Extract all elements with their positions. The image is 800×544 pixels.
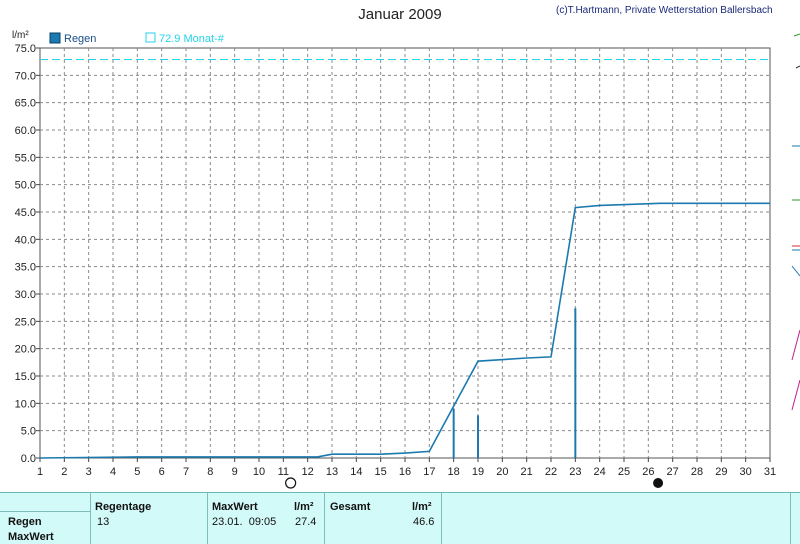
side-strip (791, 33, 800, 411)
x-tick-label: 4 (110, 466, 116, 478)
x-tick-label: 13 (326, 466, 338, 478)
x-tick-label: 12 (302, 466, 314, 478)
stats-panel: Regen MaxWert Regentage 13 MaxWert l/m² … (0, 492, 800, 544)
copyright-text: (c)T.Hartmann, Private Wetterstation Bal… (556, 5, 773, 16)
x-tick-label: 14 (350, 466, 362, 478)
x-tick-label: 31 (764, 466, 776, 478)
regentage-value: 13 (97, 516, 110, 528)
moon-markers (285, 477, 664, 489)
x-tick-label: 5 (134, 466, 140, 478)
legend-swatch-monthly (145, 32, 156, 43)
y-tick-label: 50.0 (15, 180, 36, 192)
maxwert-unit: l/m² (294, 501, 314, 513)
maxwert-header: MaxWert (212, 501, 258, 513)
full-moon-icon (285, 477, 297, 489)
x-tick-label: 6 (159, 466, 165, 478)
y-tick-label: 10.0 (15, 398, 36, 410)
y-tick-label: 35.0 (15, 262, 36, 274)
stats-row-regen: Regen (8, 516, 42, 528)
gesamt-value: 46.6 (413, 516, 435, 528)
x-tick-label: 21 (521, 466, 533, 478)
x-tick-label: 15 (375, 466, 387, 478)
y-tick-label: 20.0 (15, 344, 36, 356)
y-tick-label: 75.0 (15, 43, 36, 55)
y-axis-label: l/m² (12, 30, 29, 41)
y-tick-label: 5.0 (21, 426, 36, 438)
gesamt-unit: l/m² (412, 501, 432, 513)
x-tick-label: 29 (715, 466, 727, 478)
x-tick-label: 28 (691, 466, 703, 478)
legend-label-monthly: 72.9 Monat-# (159, 33, 225, 45)
y-tick-label: 65.0 (15, 98, 36, 110)
x-tick-label: 7 (183, 466, 189, 478)
y-tick-label: 15.0 (15, 371, 36, 383)
regentage-header: Regentage (95, 501, 152, 513)
x-tick-label: 2 (61, 466, 67, 478)
x-tick-label: 24 (594, 466, 606, 478)
x-tick-label: 25 (618, 466, 630, 478)
gesamt-header: Gesamt (330, 501, 371, 513)
x-axis-ticks: 1 2 3 4 5 6 7 8 9 10 11 12 13 14 15 16 17 18 19 20 21 22 23 24 2… (37, 458, 776, 478)
chart-title: Januar 2009 (358, 6, 442, 23)
x-tick-label: 20 (496, 466, 508, 478)
x-tick-label: 26 (642, 466, 654, 478)
x-tick-label: 19 (472, 466, 484, 478)
x-tick-label: 9 (232, 466, 238, 478)
y-tick-label: 40.0 (15, 234, 36, 246)
y-tick-label: 0.0 (21, 453, 36, 465)
x-tick-label: 16 (399, 466, 411, 478)
maxwert-value: 27.4 (295, 516, 317, 528)
legend-swatch-regen (49, 32, 61, 44)
maxwert-time: 23.01. 09:05 (212, 516, 277, 528)
y-tick-label: 70.0 (15, 70, 36, 82)
y-tick-label: 55.0 (15, 152, 36, 164)
y-tick-label: 45.0 (15, 207, 36, 219)
legend: Regen 72.9 Monat-# (49, 32, 225, 45)
y-axis-ticks: 0.0 5.0 10.0 15.0 20.0 25.0 30.0 35.0 40.0 45.0 50… (15, 43, 40, 465)
new-moon-icon (653, 478, 664, 488)
x-tick-label: 23 (569, 466, 581, 478)
x-tick-label: 27 (667, 466, 679, 478)
grid (39, 47, 771, 459)
x-tick-label: 30 (740, 466, 752, 478)
rain-chart: 0.0 5.0 10.0 15.0 20.0 25.0 30.0 35.0 40.0 45.0 50… (12, 30, 776, 489)
x-tick-label: 18 (448, 466, 460, 478)
x-tick-label: 10 (253, 466, 265, 478)
y-tick-label: 25.0 (15, 316, 36, 328)
x-tick-label: 11 (278, 466, 289, 478)
series-line-regen (39, 202, 770, 459)
series (39, 202, 770, 459)
x-tick-label: 17 (423, 466, 435, 478)
x-tick-label: 8 (207, 466, 213, 478)
x-tick-label: 22 (545, 466, 557, 478)
stats-row-maxwert: MaxWert (8, 531, 54, 543)
y-tick-label: 60.0 (15, 125, 36, 137)
x-tick-label: 1 (37, 466, 43, 478)
y-tick-label: 30.0 (15, 289, 36, 301)
x-tick-label: 3 (86, 466, 92, 478)
legend-label-regen: Regen (64, 33, 96, 45)
daily-bars (452, 308, 577, 458)
